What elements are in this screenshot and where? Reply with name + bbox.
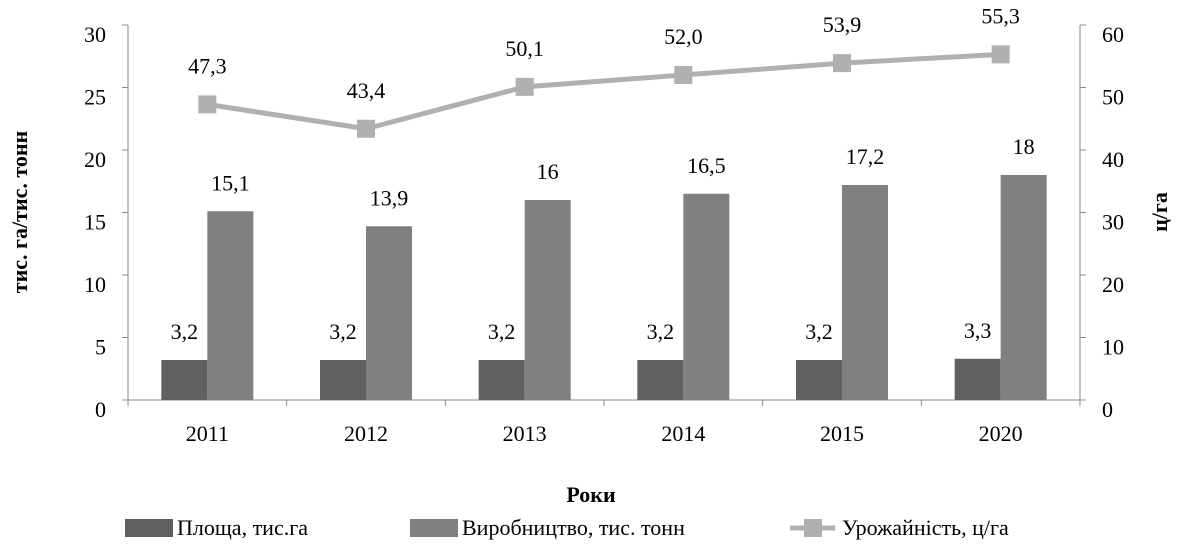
x-tick-label: 2014 <box>661 421 705 446</box>
bar <box>524 200 571 400</box>
bar-value-label: 3,2 <box>488 319 516 344</box>
y2-tick-label: 50 <box>1102 85 1124 110</box>
bar <box>320 360 366 400</box>
line-marker <box>833 54 851 73</box>
legend-label: Урожайність, ц/га <box>842 515 1009 540</box>
line-marker <box>515 77 534 96</box>
y2-axis-label: ц/га <box>1147 192 1172 232</box>
line-value-label: 43,4 <box>347 78 386 103</box>
legend-label: Площа, тис.га <box>177 515 308 540</box>
line-value-label: 55,3 <box>981 3 1020 28</box>
line-marker <box>674 66 693 84</box>
legend-swatch <box>125 519 173 537</box>
y-tick-label: 30 <box>84 22 106 47</box>
legend-marker <box>804 519 822 537</box>
bar <box>1000 175 1047 400</box>
line-marker <box>357 119 375 138</box>
bar-value-label: 3,2 <box>805 319 833 344</box>
bar <box>161 360 208 400</box>
bar-value-label: 16 <box>537 159 559 184</box>
bar-value-label: 17,2 <box>846 144 885 169</box>
line-value-label: 50,1 <box>505 36 544 61</box>
x-tick-label: 2011 <box>186 421 229 446</box>
line-marker <box>198 95 217 114</box>
y2-tick-label: 60 <box>1102 22 1124 47</box>
line-value-label: 53,9 <box>823 12 862 37</box>
bar-value-label: 16,5 <box>687 153 726 178</box>
bar-value-label: 18 <box>1013 134 1035 159</box>
y-tick-label: 20 <box>84 147 106 172</box>
legend-swatch <box>410 519 458 537</box>
y-tick-label: 10 <box>84 272 106 297</box>
x-axis-label: Роки <box>566 482 616 507</box>
bar-value-label: 13,9 <box>370 185 409 210</box>
bar <box>366 226 412 400</box>
y2-tick-label: 40 <box>1102 147 1124 172</box>
y-axis-label: тис. га/тис. тонн <box>7 130 32 293</box>
bar <box>478 360 525 400</box>
legend-label: Виробництво, тис. тонн <box>462 515 685 540</box>
line-value-label: 47,3 <box>188 53 227 78</box>
y2-tick-label: 10 <box>1102 335 1124 360</box>
bar-value-label: 3,2 <box>171 319 199 344</box>
bar <box>842 185 888 400</box>
line-value-label: 52,0 <box>664 24 703 49</box>
y2-tick-label: 30 <box>1102 210 1124 235</box>
x-tick-label: 2015 <box>820 421 864 446</box>
bar <box>683 193 730 400</box>
y2-tick-label: 20 <box>1102 272 1124 297</box>
bar-value-label: 3,2 <box>647 319 675 344</box>
line-marker <box>991 45 1010 64</box>
bar-value-label: 3,2 <box>329 319 357 344</box>
bar <box>796 360 842 400</box>
y-tick-label: 15 <box>84 210 106 235</box>
line <box>206 51 1001 132</box>
bar-value-label: 3,3 <box>964 318 992 343</box>
x-tick-label: 2013 <box>503 421 547 446</box>
bar-value-label: 15,1 <box>211 170 250 195</box>
y-tick-label: 5 <box>95 335 106 360</box>
y-tick-label: 0 <box>95 397 106 422</box>
bar <box>207 211 254 400</box>
y2-tick-label: 0 <box>1102 397 1113 422</box>
x-tick-label: 2012 <box>344 421 388 446</box>
y-tick-label: 25 <box>84 85 106 110</box>
bar <box>637 360 684 400</box>
bar <box>954 358 1001 400</box>
x-tick-label: 2020 <box>979 421 1023 446</box>
